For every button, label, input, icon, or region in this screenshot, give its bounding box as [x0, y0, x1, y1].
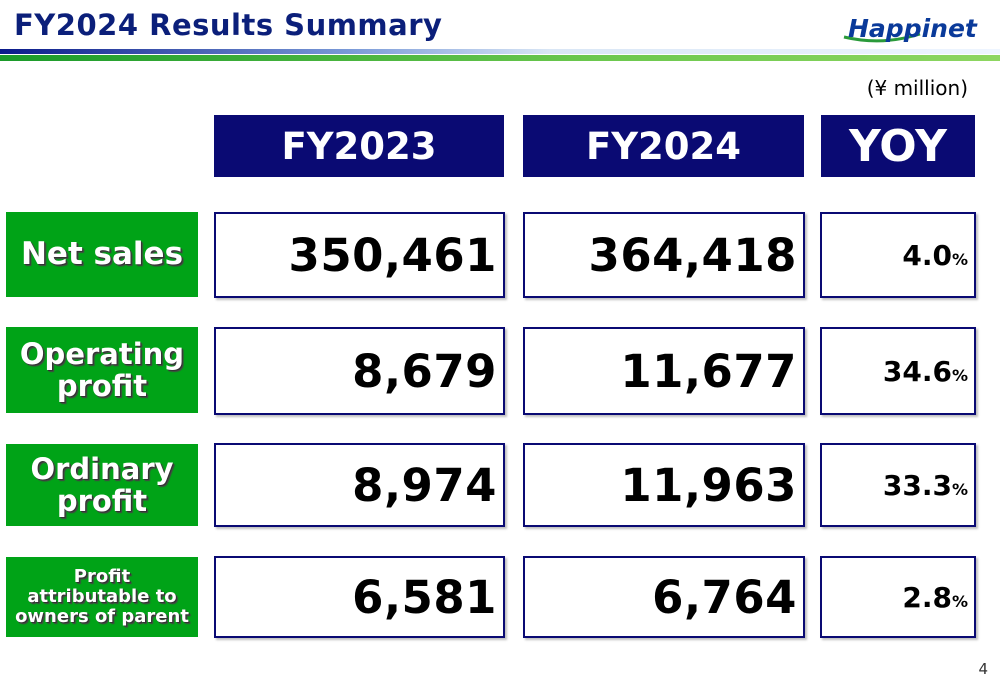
- ordinary-profit-yoy-value: 33.3: [882, 468, 952, 502]
- row-label-operating-profit: Operating profit: [6, 327, 198, 413]
- operating-profit-yoy-cell: 34.6%: [820, 327, 976, 415]
- row-label-line: Net sales: [20, 236, 184, 273]
- row-label-line: Ordinary: [30, 451, 174, 486]
- percent-sign: %: [951, 249, 968, 269]
- column-header-yoy: YOY: [821, 115, 975, 177]
- ordinary-profit-fy2024-value: 11,963: [620, 458, 797, 512]
- row-label-line: profit: [56, 484, 148, 518]
- operating-profit-fy2024-value: 11,677: [620, 344, 797, 398]
- ordinary-profit-fy2023-value: 8,974: [352, 458, 497, 512]
- profit-attributable-fy2023-value: 6,581: [352, 570, 497, 624]
- profit-attributable-fy2024-value: 6,764: [652, 570, 797, 624]
- unit-label: (¥ million): [866, 76, 968, 100]
- logo-wordmark: Happinet: [848, 14, 978, 43]
- percent-sign: %: [951, 591, 968, 611]
- net-sales-yoy-value: 4.0: [902, 238, 952, 272]
- row-label-ordinary-profit: Ordinary profit: [6, 444, 198, 526]
- row-label-profit-attributable: Profit attributable to owners of parent: [6, 557, 198, 637]
- net-sales-fy2024-value: 364,418: [588, 228, 797, 282]
- page-number: 4: [978, 660, 988, 678]
- row-label-line: Operating: [19, 336, 185, 371]
- operating-profit-fy2024-cell: 11,677: [523, 327, 805, 415]
- profit-attributable-yoy-cell: 2.8%: [820, 556, 976, 638]
- profit-attributable-fy2024-cell: 6,764: [523, 556, 805, 638]
- net-sales-fy2024-cell: 364,418: [523, 212, 805, 298]
- percent-sign: %: [951, 479, 968, 499]
- title-underline-bar: [0, 49, 1000, 61]
- column-header-fy2024: FY2024: [523, 115, 804, 177]
- ordinary-profit-fy2023-cell: 8,974: [214, 443, 505, 527]
- ordinary-profit-yoy-cell: 33.3%: [820, 443, 976, 527]
- net-sales-fy2023-cell: 350,461: [214, 212, 505, 298]
- row-label-net-sales: Net sales: [6, 212, 198, 297]
- net-sales-fy2023-value: 350,461: [288, 228, 497, 282]
- profit-attributable-yoy-value: 2.8: [902, 580, 952, 614]
- row-label-line: profit: [56, 369, 148, 403]
- ordinary-profit-fy2024-cell: 11,963: [523, 443, 805, 527]
- operating-profit-yoy-value: 34.6: [882, 354, 952, 388]
- row-label-line: Profit: [73, 565, 131, 587]
- row-label-line: attributable to: [27, 585, 177, 607]
- percent-sign: %: [951, 365, 968, 385]
- operating-profit-fy2023-value: 8,679: [352, 344, 497, 398]
- profit-attributable-fy2023-cell: 6,581: [214, 556, 505, 638]
- net-sales-yoy-cell: 4.0%: [820, 212, 976, 298]
- column-header-fy2023: FY2023: [214, 115, 504, 177]
- slide-title: FY2024 Results Summary: [14, 8, 443, 42]
- row-label-line: owners of parent: [15, 606, 189, 628]
- happinet-logo: Happinet: [843, 14, 978, 43]
- operating-profit-fy2023-cell: 8,679: [214, 327, 505, 415]
